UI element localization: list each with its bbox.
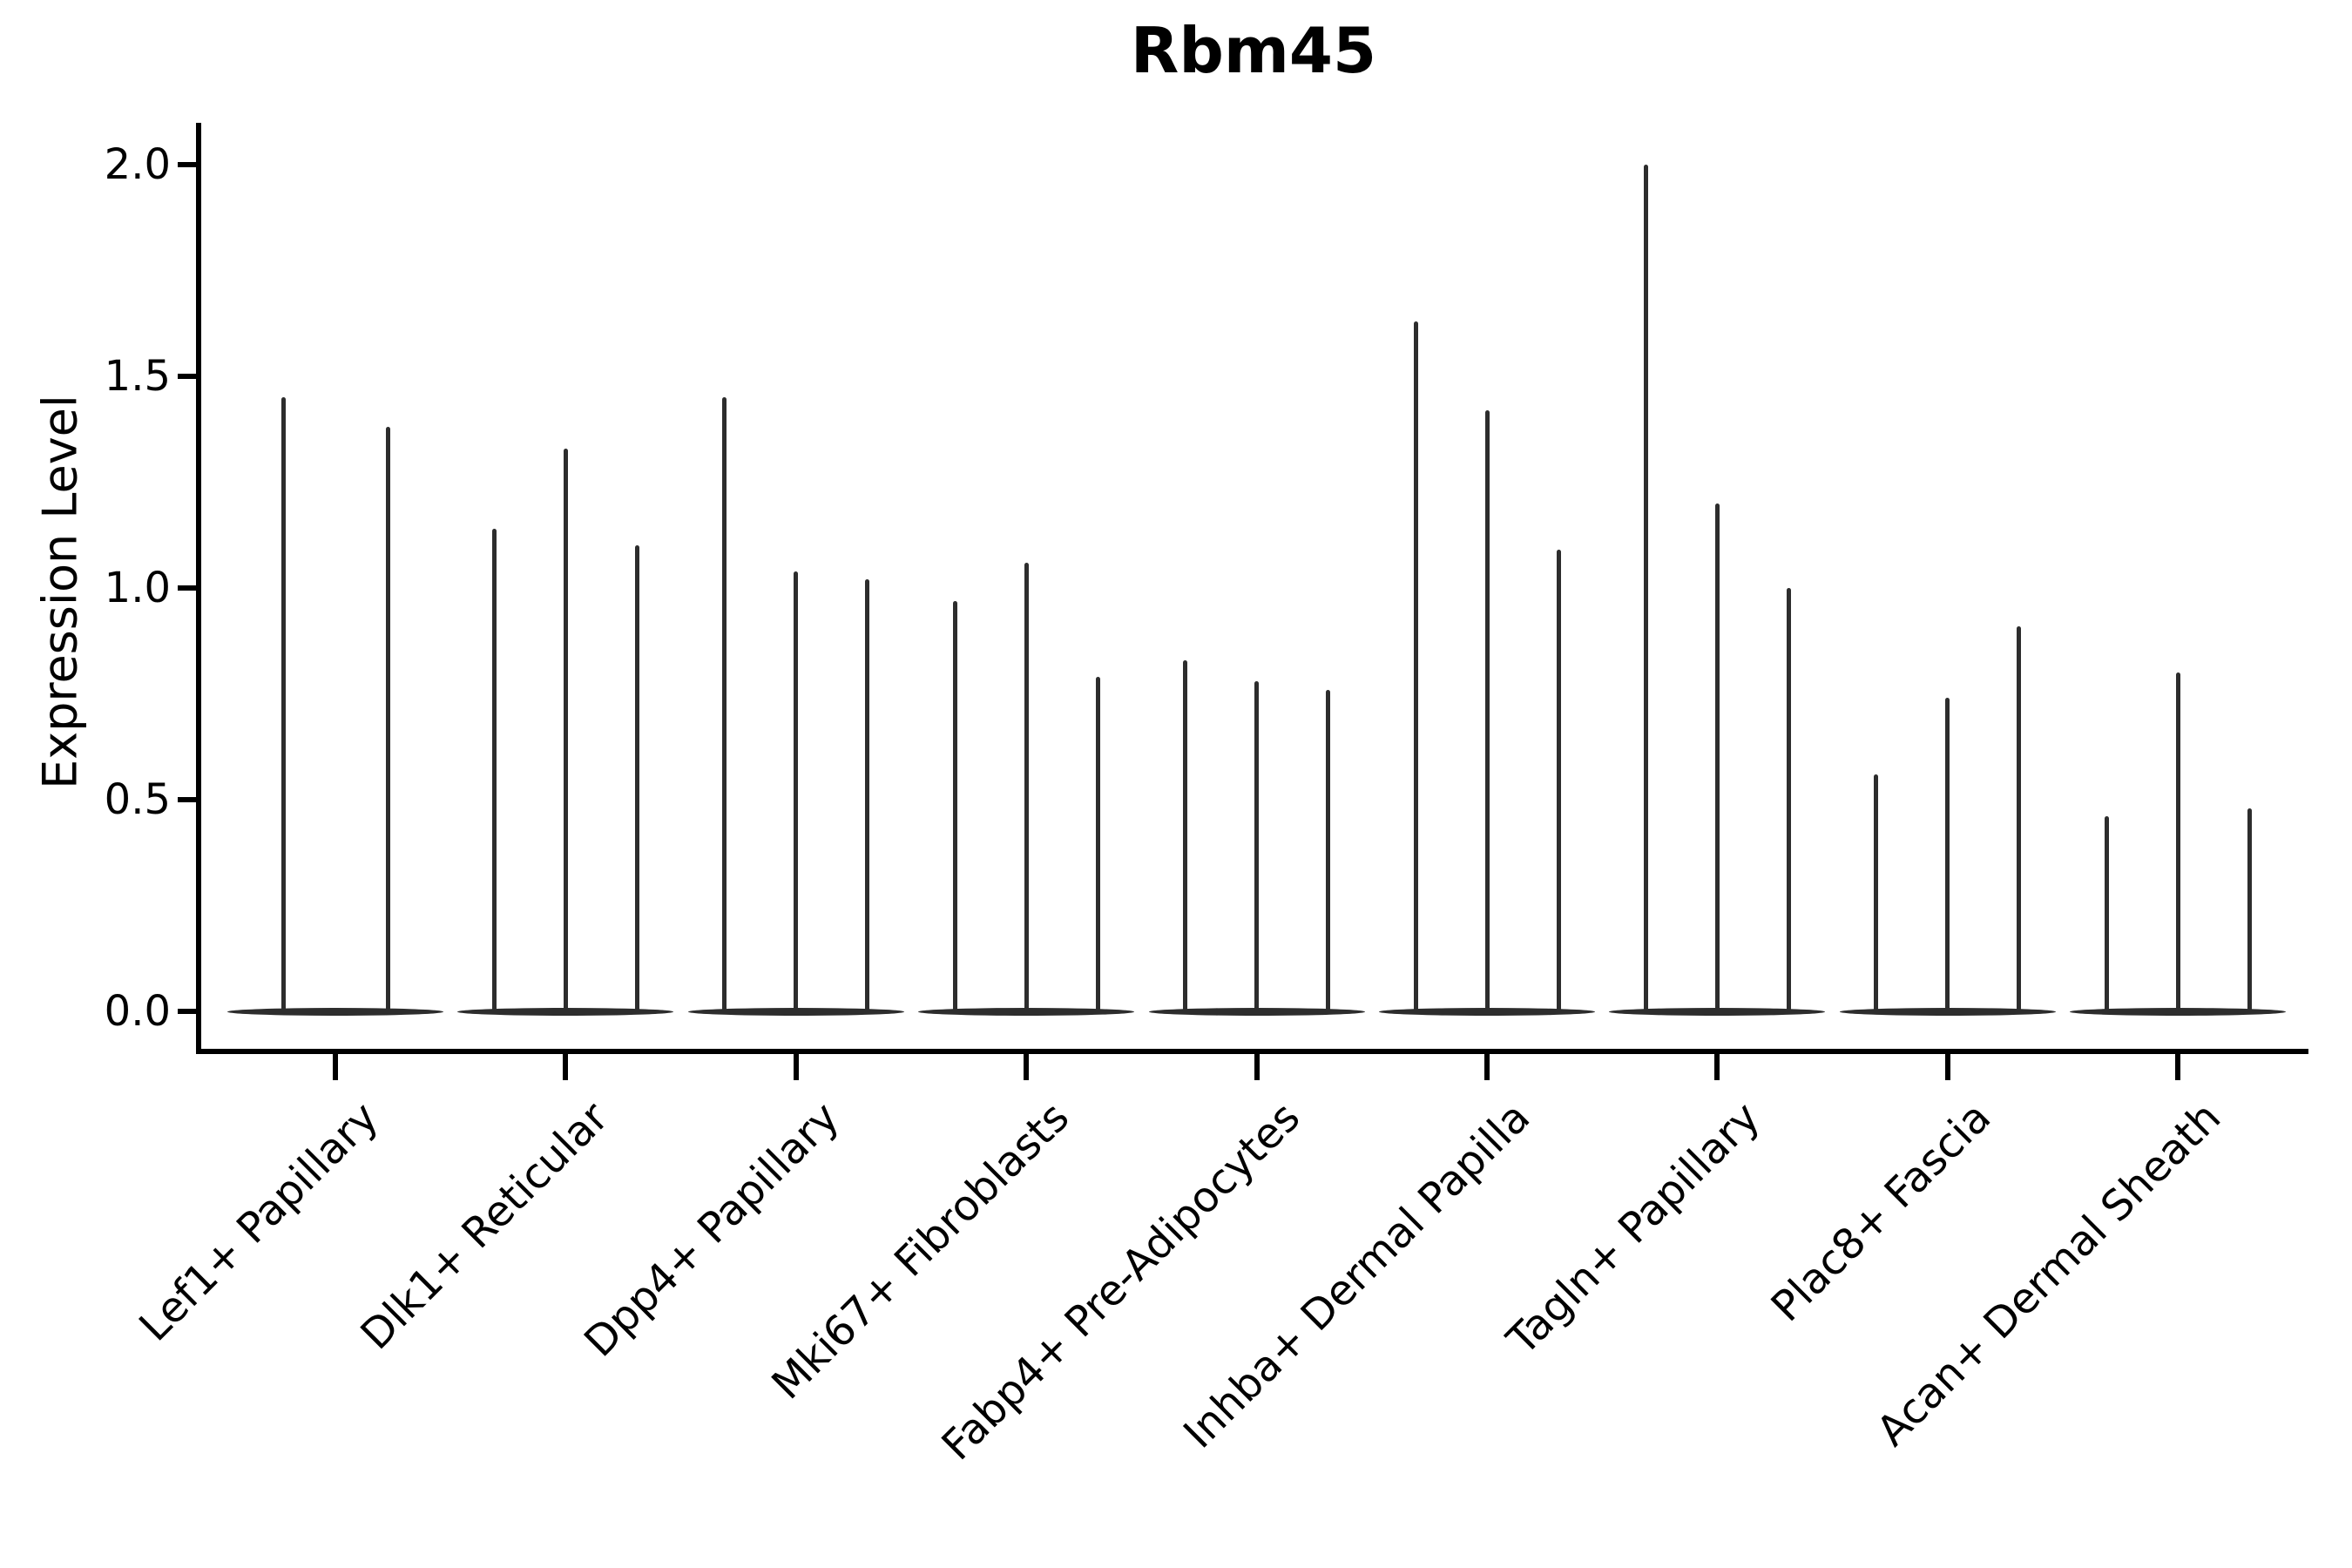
chart-title: Rbm45 [1130,14,1377,87]
x-axis-spine [196,1049,2308,1054]
violin-spike [1326,689,1331,1014]
x-tick-label: Fabp4+ Pre-Adipocytes [932,1092,1309,1470]
x-tick-label: Dlk1+ Reticular [351,1092,618,1360]
x-tick-label: Inhba+ Dermal Papilla [1174,1092,1540,1458]
violin-spike [1254,680,1260,1014]
x-tick [1714,1051,1720,1080]
x-tick [563,1051,569,1080]
x-tick-label: Tagln+ Papillary [1497,1092,1770,1365]
y-tick-label: 0.0 [104,987,171,1036]
violin-spike [2104,816,2109,1014]
y-tick [178,162,199,167]
violin-spike [385,427,390,1014]
violin-spike [1786,588,1791,1014]
y-tick-label: 2.0 [104,140,171,189]
y-tick-label: 0.5 [104,775,171,824]
x-tick-label: Mki67+ Fibroblasts [762,1092,1079,1409]
y-tick [178,797,199,802]
x-tick [793,1051,799,1080]
violin-spike [2017,625,2022,1014]
violin-spike [634,545,639,1014]
violin-spike [1183,659,1188,1014]
x-tick [1484,1051,1490,1080]
y-axis-spine [196,123,201,1054]
violin-spike [491,528,497,1014]
x-tick [1254,1051,1260,1080]
violin-base [227,1007,443,1016]
violin-spike [1484,409,1490,1014]
y-tick [178,1009,199,1014]
violin-spike [1874,774,1879,1014]
violin-spike [1714,503,1720,1014]
x-tick [1944,1051,1950,1080]
violin-spike [952,600,957,1014]
violin-spike [865,579,870,1014]
y-tick [178,585,199,591]
violin-spike [722,397,727,1014]
x-tick [333,1051,338,1080]
violin-spike [1556,550,1561,1014]
violin-spike [563,448,568,1014]
x-tick-label: Plac8+ Fascia [1761,1092,2000,1332]
violin-spike [794,571,799,1014]
violin-spike [2175,672,2180,1014]
y-tick-label: 1.5 [104,352,171,401]
violin-spike [1643,165,1648,1014]
violin-spike [1095,677,1100,1014]
x-tick-label: Dpp4+ Papillary [574,1092,848,1367]
violin-spike [2247,808,2252,1014]
x-tick-label: Acan+ Dermal Sheath [1867,1092,2231,1456]
violin-spike [1413,321,1418,1014]
violin-spike [280,397,286,1014]
violin-spike [1945,698,1950,1014]
y-tick [178,374,199,379]
x-tick [1024,1051,1030,1080]
x-tick [2175,1051,2181,1080]
y-tick-label: 1.0 [104,564,171,612]
violin-spike [1024,562,1029,1014]
